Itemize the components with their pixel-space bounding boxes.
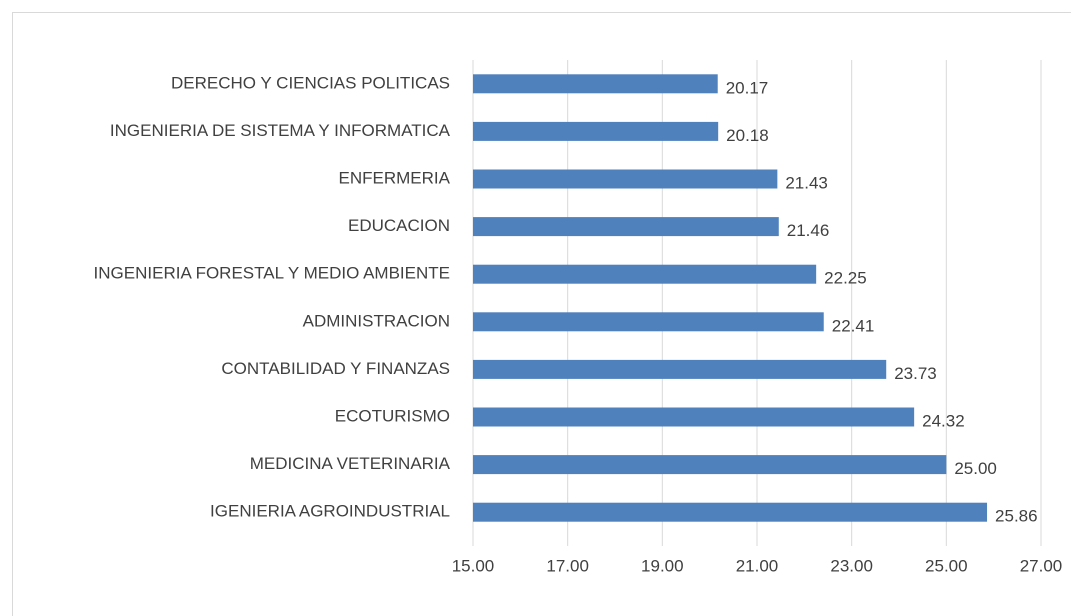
data-label: 23.73: [894, 364, 937, 383]
bar: [473, 359, 887, 379]
y-tick-label: ECOTURISMO: [335, 406, 450, 425]
x-tick-label: 27.00: [1020, 556, 1063, 575]
bar: [473, 217, 779, 237]
y-tick-label: INGENIERIA FORESTAL Y MEDIO AMBIENTE: [94, 264, 450, 283]
y-tick-label: IGENIERIA AGROINDUSTRIAL: [210, 502, 450, 521]
data-label: 25.00: [954, 459, 997, 478]
x-tick-label: 19.00: [641, 556, 684, 575]
bar: [473, 169, 778, 189]
bar: [473, 312, 824, 332]
x-tick-label: 15.00: [452, 556, 495, 575]
y-tick-label: ENFERMERIA: [339, 168, 451, 187]
data-label: 25.86: [995, 507, 1038, 526]
x-tick-label: 23.00: [830, 556, 873, 575]
bar: [473, 264, 817, 284]
y-tick-label: ADMINISTRACION: [303, 311, 450, 330]
data-label: 24.32: [922, 411, 965, 430]
x-tick-label: 17.00: [546, 556, 589, 575]
bar: [473, 407, 915, 427]
chart-border: [12, 12, 1071, 616]
data-label: 20.18: [726, 126, 769, 145]
x-tick-label: 25.00: [925, 556, 968, 575]
bar: [473, 455, 947, 475]
y-tick-label: MEDICINA VETERINARIA: [250, 454, 451, 473]
bar: [473, 74, 718, 94]
bar: [473, 121, 719, 141]
data-label: 20.17: [726, 78, 769, 97]
data-label: 21.46: [787, 221, 830, 240]
y-tick-label: DERECHO Y CIENCIAS POLITICAS: [171, 73, 450, 92]
data-label: 22.25: [824, 269, 867, 288]
x-tick-label: 21.00: [736, 556, 779, 575]
y-tick-label: EDUCACION: [348, 216, 450, 235]
data-label: 21.43: [785, 173, 828, 192]
bar: [473, 502, 988, 522]
y-tick-label: CONTABILIDAD Y FINANZAS: [221, 359, 450, 378]
y-tick-label: INGENIERIA DE SISTEMA Y INFORMATICA: [110, 121, 451, 140]
data-label: 22.41: [832, 316, 875, 335]
